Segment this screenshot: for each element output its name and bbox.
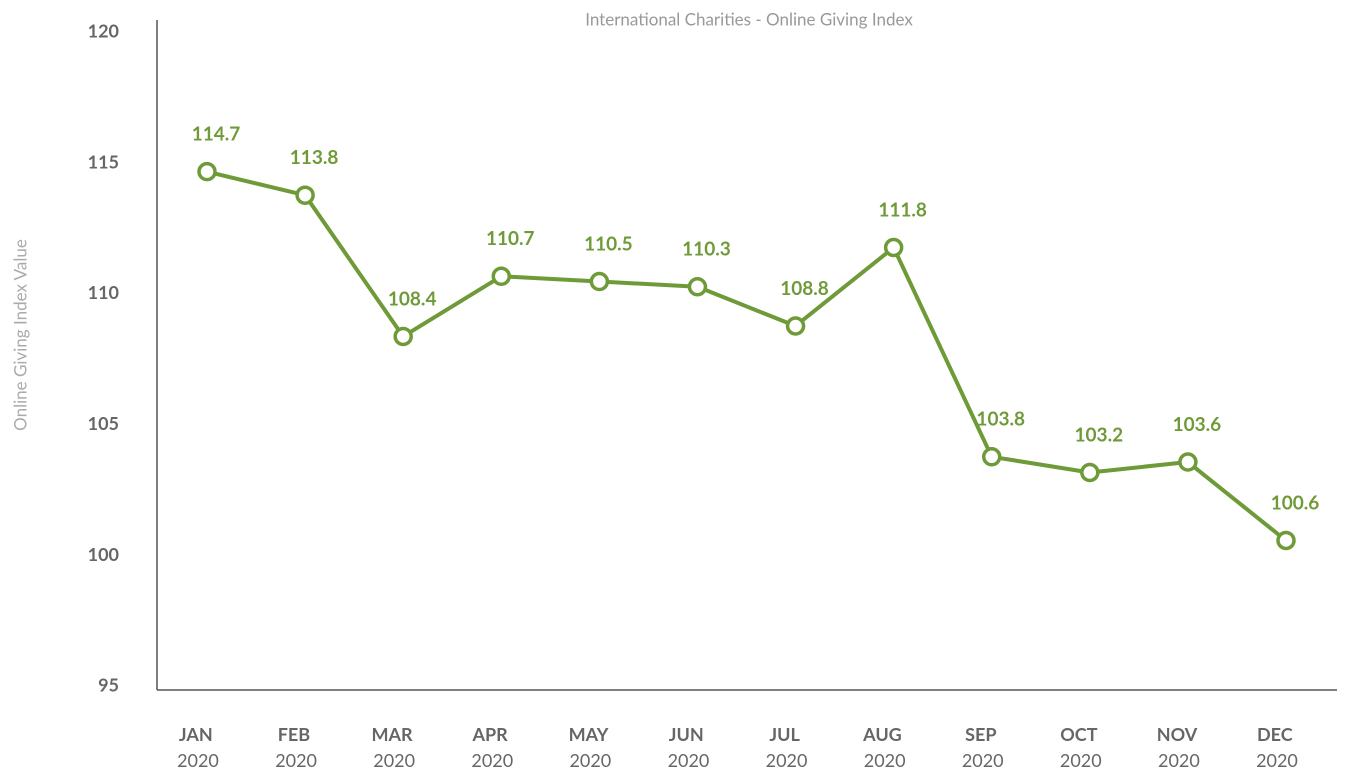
point [393, 326, 413, 347]
data-label: 108.8 [780, 277, 829, 300]
x-tick-label: JUN 2020 [668, 723, 710, 771]
data-label: 110.7 [486, 227, 535, 250]
series-line [206, 169, 1288, 543]
data-label: 103.6 [1173, 413, 1222, 436]
data-label: 100.6 [1271, 491, 1320, 514]
data-label: 114.7 [192, 123, 241, 146]
point [491, 266, 512, 287]
x-tick-label: NOV 2020 [1157, 723, 1201, 771]
data-label: 110.5 [584, 232, 633, 255]
point [883, 237, 904, 258]
y-tick-label: 100 [88, 543, 119, 565]
x-tick-label: MAY 2020 [569, 723, 612, 771]
y-tick-label: 95 [98, 674, 119, 696]
y-tick-label: 120 [88, 20, 119, 42]
y-axis-label: Online Giving Index Value [9, 239, 30, 431]
point [1080, 462, 1100, 483]
data-label: 111.8 [878, 198, 927, 221]
point [981, 447, 1002, 467]
point [785, 316, 806, 336]
data-label: 103.8 [976, 408, 1025, 431]
y-tick-label: 105 [88, 412, 119, 434]
x-tick-label: MAR 2020 [371, 723, 416, 771]
point [589, 271, 610, 292]
point [1178, 452, 1198, 472]
data-label: 103.2 [1075, 423, 1124, 446]
y-tick-label: 115 [88, 150, 119, 172]
point [1276, 530, 1296, 551]
point [295, 185, 315, 205]
x-tick-label: SEP 2020 [962, 723, 1004, 771]
data-label: 108.4 [388, 287, 437, 310]
chart-title: International Charities - Online Giving … [585, 8, 913, 29]
x-tick-label: DEC 2020 [1256, 723, 1298, 771]
data-label: 110.3 [682, 238, 731, 261]
x-tick-label: JAN 2020 [177, 723, 219, 771]
x-tick-label: JUL 2020 [766, 723, 808, 771]
point [197, 161, 217, 182]
point [687, 277, 708, 297]
x-tick-label: FEB 2020 [275, 723, 317, 771]
x-tick-label: AUG 2020 [862, 723, 906, 771]
y-tick-label: 110 [88, 281, 119, 303]
x-tick-label: APR 2020 [471, 723, 513, 771]
x-tick-label: OCT 2020 [1060, 723, 1102, 771]
data-label: 113.8 [290, 146, 339, 169]
